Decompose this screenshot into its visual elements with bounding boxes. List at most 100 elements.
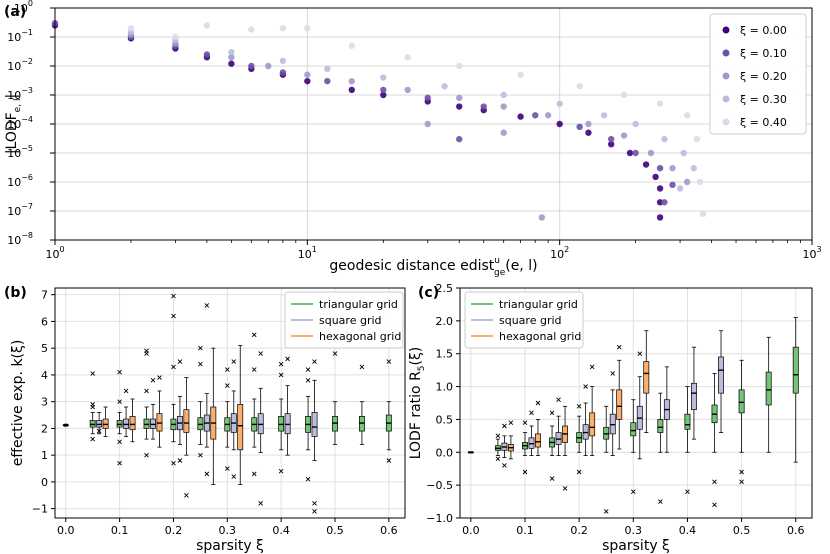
panel-c-outlier (549, 410, 555, 416)
panel-a-point-s4 (172, 33, 179, 41)
panel-b-outlier (117, 439, 122, 445)
panel-a-point-s2 (228, 54, 235, 61)
panel-c-ytick-label: 1.0 (436, 381, 454, 394)
panel-c-box-s1 (690, 382, 697, 410)
panel-a-ytick-base: 10 (7, 31, 21, 44)
panel-b-label: (b) (4, 285, 27, 301)
panel-b-outlier (386, 458, 392, 463)
panel-b-ytick-label: 4 (41, 369, 48, 382)
panel-a-point-s2 (683, 178, 691, 186)
panel-a-xtick-base: 10 (550, 248, 564, 261)
panel-a-ylabel-tail: | (4, 94, 20, 99)
panel-c-frame (459, 287, 813, 519)
panel-a-point-s2 (348, 77, 355, 85)
panel-c-xtick-label: 0.0 (462, 524, 480, 537)
panel-b-legend-label: hexagonal grid (319, 330, 401, 343)
panel-b-xtick-label: 0.2 (165, 524, 183, 537)
panel-b-ytick-label: 7 (41, 289, 48, 302)
panel-b-xlabel: sparsity ξ (196, 538, 264, 554)
panel-b-outlier (231, 474, 237, 479)
panel-c-outlier (522, 420, 528, 426)
panel-a-ytick-base: 10 (7, 89, 21, 102)
panel-b-outlier (312, 359, 317, 364)
panel-b-xtick-label: 0.5 (326, 524, 344, 537)
panel-a-point-s0 (380, 91, 387, 99)
panel-a-legend: ξ = 0.00 ξ = 0.10 ξ = 0.20 ξ = 0.30 ξ = 0.40 (709, 13, 807, 135)
panel-b-plot: 0.0 0.1 0.2 0.3 0.4 0.5 0.6 −1 0 1 2 3 4 5 6 7 sparsity … (4, 285, 406, 554)
panel-a-xlabel-sup: u (494, 256, 500, 266)
panel-c-outlier (712, 502, 717, 508)
panel-c-outlier (739, 469, 744, 475)
panel-c-outlier (589, 364, 595, 370)
panel-b-outlier (312, 508, 317, 514)
panel-b-ylabel: effective exp. k(ξ) (10, 340, 26, 467)
panel-a-ytick-label: 10−7 (7, 202, 33, 218)
panel-b-ytick-label: 6 (41, 315, 48, 328)
panel-b-xtick-label: 0.1 (111, 524, 129, 537)
panel-a-point-s2 (620, 132, 628, 139)
panel-c-outlier (508, 420, 514, 426)
panel-b-outlier (251, 471, 257, 477)
panel-a-point-s4 (404, 54, 411, 61)
panel-b-outlier (96, 428, 102, 434)
panel-a-point-s3 (556, 100, 563, 107)
panel-a-point-s1 (324, 77, 331, 85)
panel-c-xtick-label: 0.6 (787, 524, 805, 537)
panel-a-ytick-label: 10−5 (7, 144, 33, 160)
panel-a-point-s3 (279, 57, 287, 65)
panel-a-point-s2 (500, 129, 507, 136)
panel-a-point-s4 (203, 22, 211, 29)
panel-a-point-s4 (620, 91, 628, 99)
panel-a-ytick-exp: 0 (28, 0, 33, 8)
panel-b-outlier (305, 367, 311, 372)
panel-a-point-s4 (517, 71, 524, 78)
panel-c-outlier (562, 486, 568, 491)
panel-a-xtick-base: 10 (298, 248, 312, 261)
panel-a-point-s3 (690, 164, 697, 172)
panel-b-outlier (90, 402, 96, 407)
panel-a-point-s3 (661, 135, 668, 143)
panel-a-xlabel-sub: ge (494, 268, 506, 278)
panel-c-outlier (502, 423, 507, 429)
panel-c-outlier (712, 479, 717, 485)
panel-c-outlier (522, 469, 528, 475)
panel-c-legend-label: triangular grid (499, 298, 578, 311)
panel-a-point-s4 (656, 100, 664, 107)
panel-a-xtick-label: 103 (802, 245, 821, 261)
panel-b-outlier (224, 383, 230, 388)
panel-a-point-s0 (607, 141, 615, 148)
panel-c-outlier (529, 410, 534, 416)
panel-c-outlier (549, 476, 555, 481)
panel-b-box-s2 (237, 403, 244, 451)
panel-c-outlier (576, 469, 582, 475)
panel-a-ytick-exp: −6 (21, 173, 33, 182)
panel-a-legend-label: ξ = 0.10 (740, 47, 787, 60)
panel-a-ytick-label: 10−8 (7, 231, 33, 247)
panel-a-point-s2 (424, 120, 431, 128)
panel-b-box-s2 (129, 416, 136, 431)
panel-c-outlier (630, 489, 636, 495)
panel-c-ylabel-tail: (ξ) (408, 347, 424, 366)
panel-b-outlier (171, 364, 176, 370)
panel-a-legend-box (709, 13, 807, 135)
panel-b-outlier (117, 399, 122, 404)
panel-c-ytick-label: 0.0 (436, 446, 454, 459)
panel-b-outlier (258, 500, 264, 506)
panel-c-ylabel-main: LODF ratio R (408, 371, 424, 459)
panel-b-outlier (144, 452, 149, 458)
panel-b-outlier (144, 348, 149, 354)
panel-b-outlier (117, 369, 122, 375)
panel-c-outlier (583, 384, 588, 389)
panel-c-plot: 0.0 0.1 0.2 0.3 0.4 0.5 0.6 −1.0 −0.5 0.0 0.5 1.0 1.… (408, 282, 813, 554)
panel-b-outlier (251, 367, 257, 372)
panel-a-point-s3 (324, 65, 331, 73)
panel-a-legend-marker (722, 118, 730, 126)
panel-a-point-s2 (404, 86, 411, 94)
panel-a-point-s4 (456, 62, 463, 70)
panel-a-point-s1 (424, 94, 431, 102)
panel-c-box-s2 (589, 412, 596, 437)
panel-a-point-s2 (585, 120, 592, 128)
panel-c-ytick-label: 1.5 (436, 348, 454, 361)
panel-b-outlier (117, 460, 122, 466)
panel-b-outlier (224, 367, 230, 372)
